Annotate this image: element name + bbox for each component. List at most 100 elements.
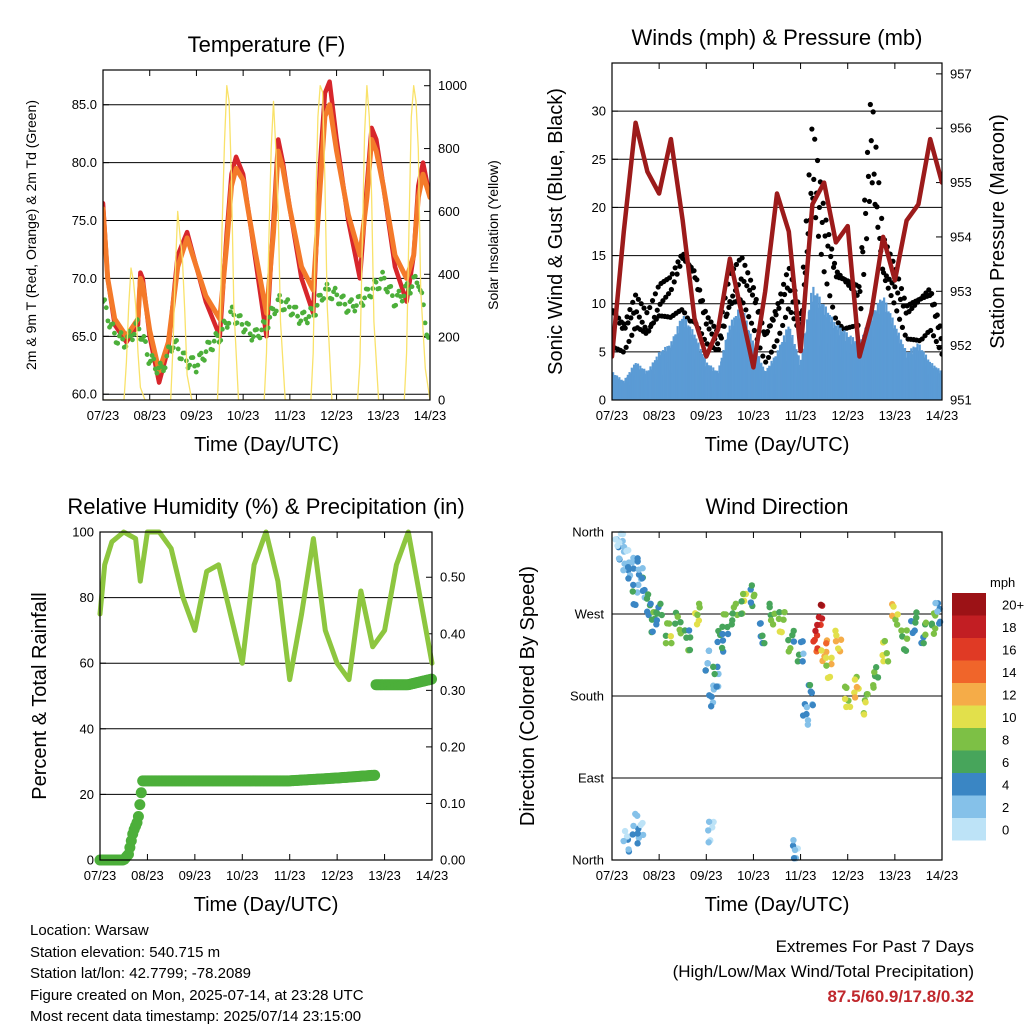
winds-ytick-label: 25 — [592, 152, 606, 167]
temperature-td2m-point — [174, 338, 179, 343]
temperature-td2m-point — [409, 284, 415, 290]
direction-point — [759, 632, 766, 639]
winds-gust-point — [867, 101, 873, 108]
temperature-xtick-label: 12/23 — [320, 408, 353, 423]
direction-point — [790, 836, 797, 844]
winds-gust-point — [860, 249, 866, 255]
winds-gust-point — [625, 320, 631, 326]
winds-gust-point — [629, 332, 635, 338]
direction-point — [713, 683, 720, 690]
winds-gust-point — [654, 307, 660, 313]
winds-gust-point — [649, 298, 656, 304]
direction-point — [815, 613, 823, 621]
winds-gust-point — [785, 306, 791, 312]
temperature-y2label: Solar Insolation (Yellow) — [485, 160, 501, 310]
winds-gust-point — [706, 326, 712, 332]
winds-gust-point — [938, 335, 942, 342]
winds-gust-point — [764, 328, 771, 335]
winds-gust-point — [753, 296, 759, 303]
direction-point — [818, 647, 825, 654]
direction-ytick-label: South — [570, 689, 604, 704]
direction-point — [778, 628, 785, 636]
winds-gust-point — [774, 338, 780, 344]
direction-point — [824, 674, 832, 682]
direction-point — [837, 636, 845, 643]
humidity-precip-point — [132, 810, 144, 822]
direction-point — [766, 603, 773, 611]
direction-point — [776, 609, 783, 616]
winds-gust-point — [809, 126, 815, 132]
winds-gust-point — [902, 332, 908, 338]
winds-gust-point — [626, 338, 632, 345]
temperature-td2m-point — [425, 335, 430, 340]
direction-point — [936, 620, 943, 627]
direction-point — [799, 638, 806, 645]
extremes-subtitle: (High/Low/Max Wind/Total Precipitation) — [672, 962, 974, 981]
winds-gust-point — [811, 176, 817, 182]
winds-gust-point — [871, 171, 877, 177]
direction-point — [851, 694, 859, 701]
direction-point — [922, 619, 930, 626]
temperature-xtick-label: 13/23 — [367, 408, 400, 423]
humidity-precip-point — [135, 787, 147, 799]
direction-point — [657, 600, 664, 608]
direction-point — [710, 818, 717, 826]
winds-gust-point — [781, 281, 787, 287]
winds-gust-point — [856, 283, 862, 290]
temperature-td2m-point — [179, 356, 184, 362]
temperature-td2m-point — [211, 338, 217, 344]
winds-gust-point — [765, 354, 772, 361]
temperature-td2m-point — [422, 320, 428, 326]
winds-gust-point — [870, 109, 876, 115]
temperature-td2m-point — [352, 308, 358, 314]
winds-title: Winds (mph) & Pressure (mb) — [632, 25, 923, 50]
temperature-td2m-point — [401, 293, 407, 299]
winds-gust-point — [775, 300, 781, 307]
figure-created: Figure created on Mon, 2025-07-14, at 23… — [30, 986, 364, 1004]
direction-legend-swatch — [952, 773, 986, 796]
winds-gust-point — [642, 324, 648, 330]
direction-legend-label: 2 — [1002, 800, 1009, 815]
winds-gust-point — [896, 316, 903, 322]
direction-point — [704, 827, 712, 834]
winds-gust-point — [898, 285, 905, 292]
winds-gust-point — [632, 292, 639, 298]
direction-point — [638, 574, 646, 582]
direction-legend: mph 20+ 18 16 14 12 10 8 6 4 2 0 — [952, 575, 1024, 841]
direction-xtick-label: 08/23 — [643, 868, 676, 883]
winds-ytick-label: 30 — [592, 104, 606, 119]
direction-xtick-label: 12/23 — [831, 868, 864, 883]
direction-point — [662, 632, 670, 639]
direction-point — [616, 539, 623, 546]
direction-point — [625, 846, 632, 853]
winds-gust-point — [863, 236, 870, 242]
winds-gust-point — [705, 315, 711, 321]
direction-point — [615, 555, 623, 562]
winds-ytick-label: 10 — [592, 296, 606, 311]
winds-gust-point — [748, 320, 755, 326]
temperature-td2m-point — [237, 313, 243, 318]
direction-point — [808, 689, 816, 697]
winds-gust-point — [808, 190, 814, 196]
direction-point — [930, 630, 938, 637]
humidity-ytick-label: 40 — [80, 721, 94, 736]
temperature-td2m-point — [190, 355, 196, 360]
winds-gust-point — [787, 288, 793, 294]
temperature-td2m-point — [368, 294, 374, 300]
winds-gust-point — [655, 284, 661, 290]
direction-point — [645, 611, 652, 619]
direction-point — [634, 830, 641, 837]
direction-point — [757, 620, 764, 627]
winds-gust-point — [771, 343, 777, 350]
temperature-td2m-point — [380, 269, 385, 275]
direction-point — [823, 640, 830, 647]
winds-gust-point — [622, 325, 628, 331]
winds-gust-point — [669, 271, 675, 277]
direction-legend-label: 6 — [1002, 755, 1009, 770]
winds-gust-point — [733, 261, 740, 268]
direction-point — [870, 681, 877, 689]
winds-gust-point — [777, 330, 783, 336]
temperature-td2m-point — [416, 284, 421, 290]
winds-gust-point — [767, 323, 774, 329]
direction-point — [851, 689, 858, 696]
